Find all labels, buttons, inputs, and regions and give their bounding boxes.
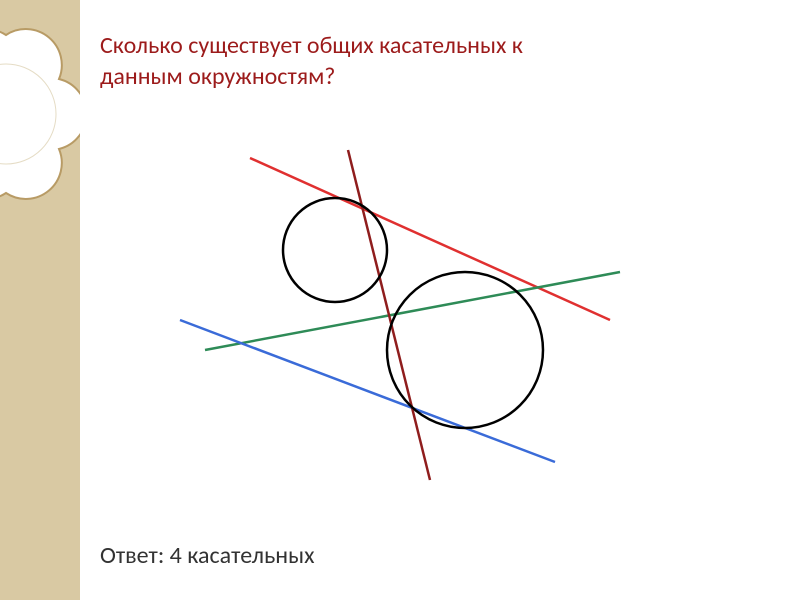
- question-title: Сколько существует общих касательных к д…: [100, 30, 760, 92]
- circle-1: [283, 198, 387, 302]
- tangent-darkred: [348, 150, 430, 480]
- tangent-green: [205, 272, 620, 350]
- tangent-blue: [180, 320, 555, 462]
- answer-text: Ответ: 4 касательных: [100, 541, 314, 570]
- circle-2: [387, 272, 543, 428]
- tangent-diagram: [100, 130, 640, 495]
- title-line-1: Сколько существует общих касательных к: [100, 31, 523, 60]
- ornament-band: [0, 0, 80, 600]
- title-line-2: данным окружностям?: [100, 62, 335, 91]
- tangent-red: [250, 158, 610, 320]
